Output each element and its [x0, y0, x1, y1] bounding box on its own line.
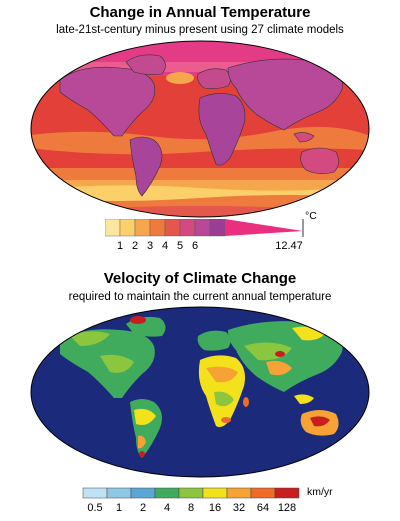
colorbar-tick-label: 64	[256, 502, 270, 514]
temperature-colorbar	[105, 219, 304, 237]
colorbar-swatch	[164, 219, 181, 237]
colorbar-swatch	[154, 487, 180, 499]
velocity-colorbar	[82, 487, 300, 499]
colorbar-tick-label: 2	[139, 502, 147, 514]
colorbar-tick-label: 1	[116, 240, 124, 252]
colorbar-tick-label: 1	[115, 502, 123, 514]
colorbar-tick-label: 16	[208, 502, 222, 514]
colorbar-tick-label: 2	[131, 240, 139, 252]
colorbar-swatch	[202, 487, 228, 499]
colorbar-swatch	[194, 219, 211, 237]
colorbar-swatch	[106, 487, 132, 499]
colorbar-max-label: 12.47	[275, 240, 303, 252]
colorbar-swatch	[209, 219, 226, 237]
colorbar-tick-label: 3	[146, 240, 154, 252]
colorbar-swatch	[149, 219, 166, 237]
colorbar-tick-label: 5	[176, 240, 184, 252]
colorbar-max-triangle	[225, 219, 303, 236]
climate-velocity-map	[30, 306, 370, 478]
colorbar-swatch	[179, 219, 196, 237]
colorbar-swatch	[226, 487, 252, 499]
temperature-map-subtitle: late-21st-century minus present using 27…	[56, 24, 344, 36]
colorbar-tick-label: 32	[232, 502, 246, 514]
temperature-change-map	[30, 40, 370, 218]
velocity-map-subtitle: required to maintain the current annual …	[68, 291, 332, 303]
colorbar-swatch	[250, 487, 276, 499]
colorbar-swatch	[82, 487, 108, 499]
colorbar-tick-label: 0.5	[87, 502, 103, 514]
colorbar-swatch	[134, 219, 151, 237]
temperature-map-title: Change in Annual Temperature	[89, 4, 311, 21]
velocity-map-title: Velocity of Climate Change	[103, 270, 297, 287]
colorbar-tick-label: 128	[277, 502, 297, 514]
colorbar-swatch	[105, 219, 121, 237]
temperature-unit-label: °C	[305, 210, 317, 222]
colorbar-swatch	[130, 487, 156, 499]
colorbar-swatch	[274, 487, 300, 499]
colorbar-swatch	[178, 487, 204, 499]
colorbar-tick-label: 6	[191, 240, 199, 252]
velocity-unit-label: km/yr	[307, 486, 333, 498]
colorbar-tick-label: 4	[161, 240, 169, 252]
colorbar-tick-label: 4	[163, 502, 171, 514]
colorbar-tick-label: 8	[187, 502, 195, 514]
colorbar-swatch	[119, 219, 136, 237]
